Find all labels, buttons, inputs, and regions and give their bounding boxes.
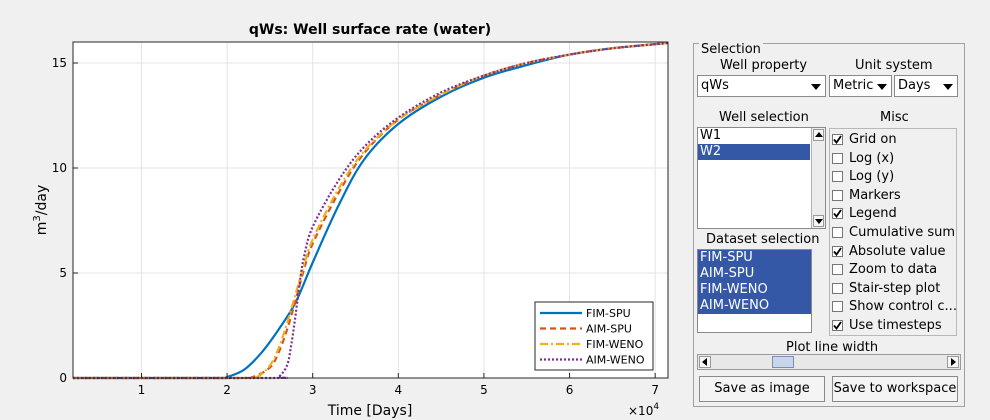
checkbox-label: Absolute value xyxy=(849,243,946,259)
well-list-scrollbar[interactable] xyxy=(811,128,825,228)
unit-system-label: Unit system xyxy=(855,58,933,73)
chevron-down-icon xyxy=(811,84,821,90)
dataset-item[interactable]: FIM-WENO xyxy=(698,282,811,298)
series-line-aim-weno xyxy=(72,41,669,380)
selection-title: Selection xyxy=(699,42,763,57)
checkmark-icon xyxy=(833,135,842,144)
legend-label: AIM-WENO xyxy=(586,354,645,367)
checkbox[interactable] xyxy=(832,264,843,276)
y-tick-label: 0 xyxy=(59,371,67,385)
x-exponent-power: 4 xyxy=(653,402,659,412)
chevron-down-icon xyxy=(877,84,887,90)
arrow-left-icon xyxy=(702,358,707,366)
slider-thumb[interactable] xyxy=(771,356,794,368)
legend: FIM-SPU AIM-SPU FIM-WENO AIM-WENO xyxy=(534,301,654,371)
checkbox[interactable] xyxy=(832,152,843,164)
series-line-fim-weno xyxy=(72,41,669,380)
checkbox[interactable] xyxy=(832,189,843,201)
well-items: W1 W2 xyxy=(698,128,825,160)
x-tick-label: 1 xyxy=(138,383,146,397)
slider-left-button[interactable] xyxy=(699,356,711,368)
well-property-label: Well property xyxy=(720,58,808,73)
checkbox-label: Stair-step plot xyxy=(849,280,941,296)
line-width-label: Plot line width xyxy=(786,340,879,355)
checkbox[interactable] xyxy=(832,320,843,331)
series-line-fim-spu xyxy=(72,41,669,380)
well-property-dropdown[interactable]: qWs xyxy=(697,75,826,97)
checkbox-label: Cumulative sum xyxy=(849,225,956,240)
checkmark-icon xyxy=(833,247,842,256)
chart-title: qWs: Well surface rate (water) xyxy=(249,22,491,38)
x-tick-label: 2 xyxy=(223,383,231,397)
x-tick-label: 4 xyxy=(395,383,403,397)
dataset-item[interactable]: AIM-WENO xyxy=(698,298,811,314)
checkmark-icon xyxy=(833,209,842,219)
checkbox[interactable] xyxy=(832,134,843,145)
well-item[interactable]: W1 xyxy=(700,128,722,143)
checkbox[interactable] xyxy=(832,282,843,294)
line-width-slider[interactable] xyxy=(697,354,961,370)
checkbox-label: Markers xyxy=(849,187,901,203)
x-tick-label: 7 xyxy=(651,383,659,397)
well-listbox[interactable]: W1 W2 xyxy=(697,127,826,229)
arrow-right-icon xyxy=(951,358,956,366)
checkmark-icon xyxy=(833,321,842,330)
checkbox[interactable] xyxy=(832,227,843,238)
x-tick-label: 3 xyxy=(309,383,317,397)
legend-label: FIM-SPU xyxy=(586,307,631,320)
dataset-selection-label: Dataset selection xyxy=(706,232,820,247)
checkbox[interactable] xyxy=(832,301,843,313)
checkbox[interactable] xyxy=(832,245,843,257)
legend-label: FIM-WENO xyxy=(586,338,644,351)
time-unit-value: Days xyxy=(898,78,931,93)
series-lines xyxy=(72,41,669,380)
dataset-item[interactable]: AIM-SPU xyxy=(698,266,811,282)
unit-system-value: Metric xyxy=(833,78,874,93)
x-exponent: ×104 xyxy=(628,402,659,418)
legend-label: AIM-SPU xyxy=(586,323,632,336)
checkbox-label: Legend xyxy=(849,206,897,222)
unit-system-dropdown[interactable]: Metric xyxy=(829,75,892,97)
arrow-up-icon xyxy=(815,132,823,137)
scroll-up-button[interactable] xyxy=(813,129,824,141)
chevron-down-icon xyxy=(943,84,953,90)
y-tick-label: 10 xyxy=(52,161,67,175)
save-image-button[interactable]: Save as image xyxy=(699,376,825,402)
time-unit-dropdown[interactable]: Days xyxy=(894,75,958,97)
save-workspace-button[interactable]: Save to workspace xyxy=(832,376,958,402)
well-item[interactable]: W2 xyxy=(698,144,810,160)
checkbox-label: Use timesteps xyxy=(849,318,942,333)
checkbox[interactable] xyxy=(832,208,843,220)
y-axis-label: m3/day xyxy=(32,185,50,235)
checkbox-label: Zoom to data xyxy=(849,262,938,278)
arrow-down-icon xyxy=(815,219,823,224)
checkbox-label: Log (x) xyxy=(849,150,895,166)
misc-label: Misc xyxy=(880,110,909,125)
y-tick-label: 5 xyxy=(59,266,67,280)
checkbox-label: Log (y) xyxy=(849,169,895,185)
dataset-items: FIM-SPU AIM-SPU FIM-WENO AIM-WENO xyxy=(698,250,811,314)
well-property-value: qWs xyxy=(701,78,729,93)
dataset-item[interactable]: FIM-SPU xyxy=(698,250,811,266)
legend-box xyxy=(534,301,654,371)
checkbox-label: Grid on xyxy=(849,132,897,147)
y-tick-label: 15 xyxy=(52,56,67,70)
y-axis-label-sup: 3 xyxy=(32,215,43,221)
x-axis-label: Time [Days] xyxy=(327,403,413,419)
well-selection-label: Well selection xyxy=(719,110,809,125)
plot-area: 1 2 3 4 5 6 7 0 5 10 15 qWs: Well surface rate (wa… xyxy=(32,22,669,419)
x-exponent-base: ×10 xyxy=(628,404,653,418)
checkbox[interactable] xyxy=(832,171,843,183)
checkbox-label: Show control c... xyxy=(849,299,957,315)
y-axis-label-rest: /day xyxy=(34,185,50,215)
x-tick-label: 6 xyxy=(566,383,574,397)
ticks: 1 2 3 4 5 6 7 0 5 10 15 xyxy=(52,56,659,397)
axes-box xyxy=(72,41,669,379)
misc-group xyxy=(829,128,957,336)
slider-right-button[interactable] xyxy=(947,356,959,368)
scroll-down-button[interactable] xyxy=(813,215,824,227)
dataset-listbox[interactable]: FIM-SPU AIM-SPU FIM-WENO AIM-WENO xyxy=(697,249,812,333)
y-axis-label-base: m xyxy=(34,222,50,236)
x-tick-label: 5 xyxy=(480,383,488,397)
